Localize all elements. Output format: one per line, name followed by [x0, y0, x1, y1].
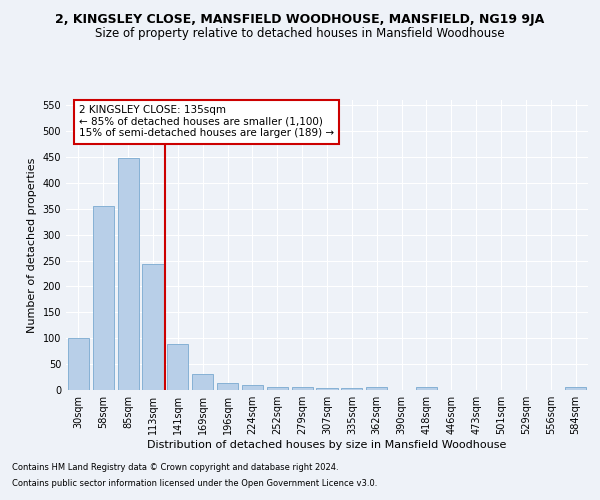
Bar — [416, 388, 437, 390]
X-axis label: Distribution of detached houses by size in Mansfield Woodhouse: Distribution of detached houses by size … — [148, 440, 506, 450]
Bar — [242, 385, 263, 390]
Text: 2, KINGSLEY CLOSE, MANSFIELD WOODHOUSE, MANSFIELD, NG19 9JA: 2, KINGSLEY CLOSE, MANSFIELD WOODHOUSE, … — [55, 12, 545, 26]
Bar — [366, 388, 387, 390]
Bar — [142, 264, 164, 390]
Text: Contains public sector information licensed under the Open Government Licence v3: Contains public sector information licen… — [12, 478, 377, 488]
Bar — [192, 374, 213, 390]
Bar — [167, 344, 188, 390]
Bar — [93, 206, 114, 390]
Text: Size of property relative to detached houses in Mansfield Woodhouse: Size of property relative to detached ho… — [95, 28, 505, 40]
Bar — [118, 158, 139, 390]
Text: 2 KINGSLEY CLOSE: 135sqm
← 85% of detached houses are smaller (1,100)
15% of sem: 2 KINGSLEY CLOSE: 135sqm ← 85% of detach… — [79, 105, 334, 138]
Bar — [316, 388, 338, 390]
Bar — [292, 388, 313, 390]
Bar — [68, 338, 89, 390]
Y-axis label: Number of detached properties: Number of detached properties — [27, 158, 37, 332]
Bar — [565, 388, 586, 390]
Bar — [267, 387, 288, 390]
Bar — [341, 388, 362, 390]
Text: Contains HM Land Registry data © Crown copyright and database right 2024.: Contains HM Land Registry data © Crown c… — [12, 464, 338, 472]
Bar — [217, 383, 238, 390]
